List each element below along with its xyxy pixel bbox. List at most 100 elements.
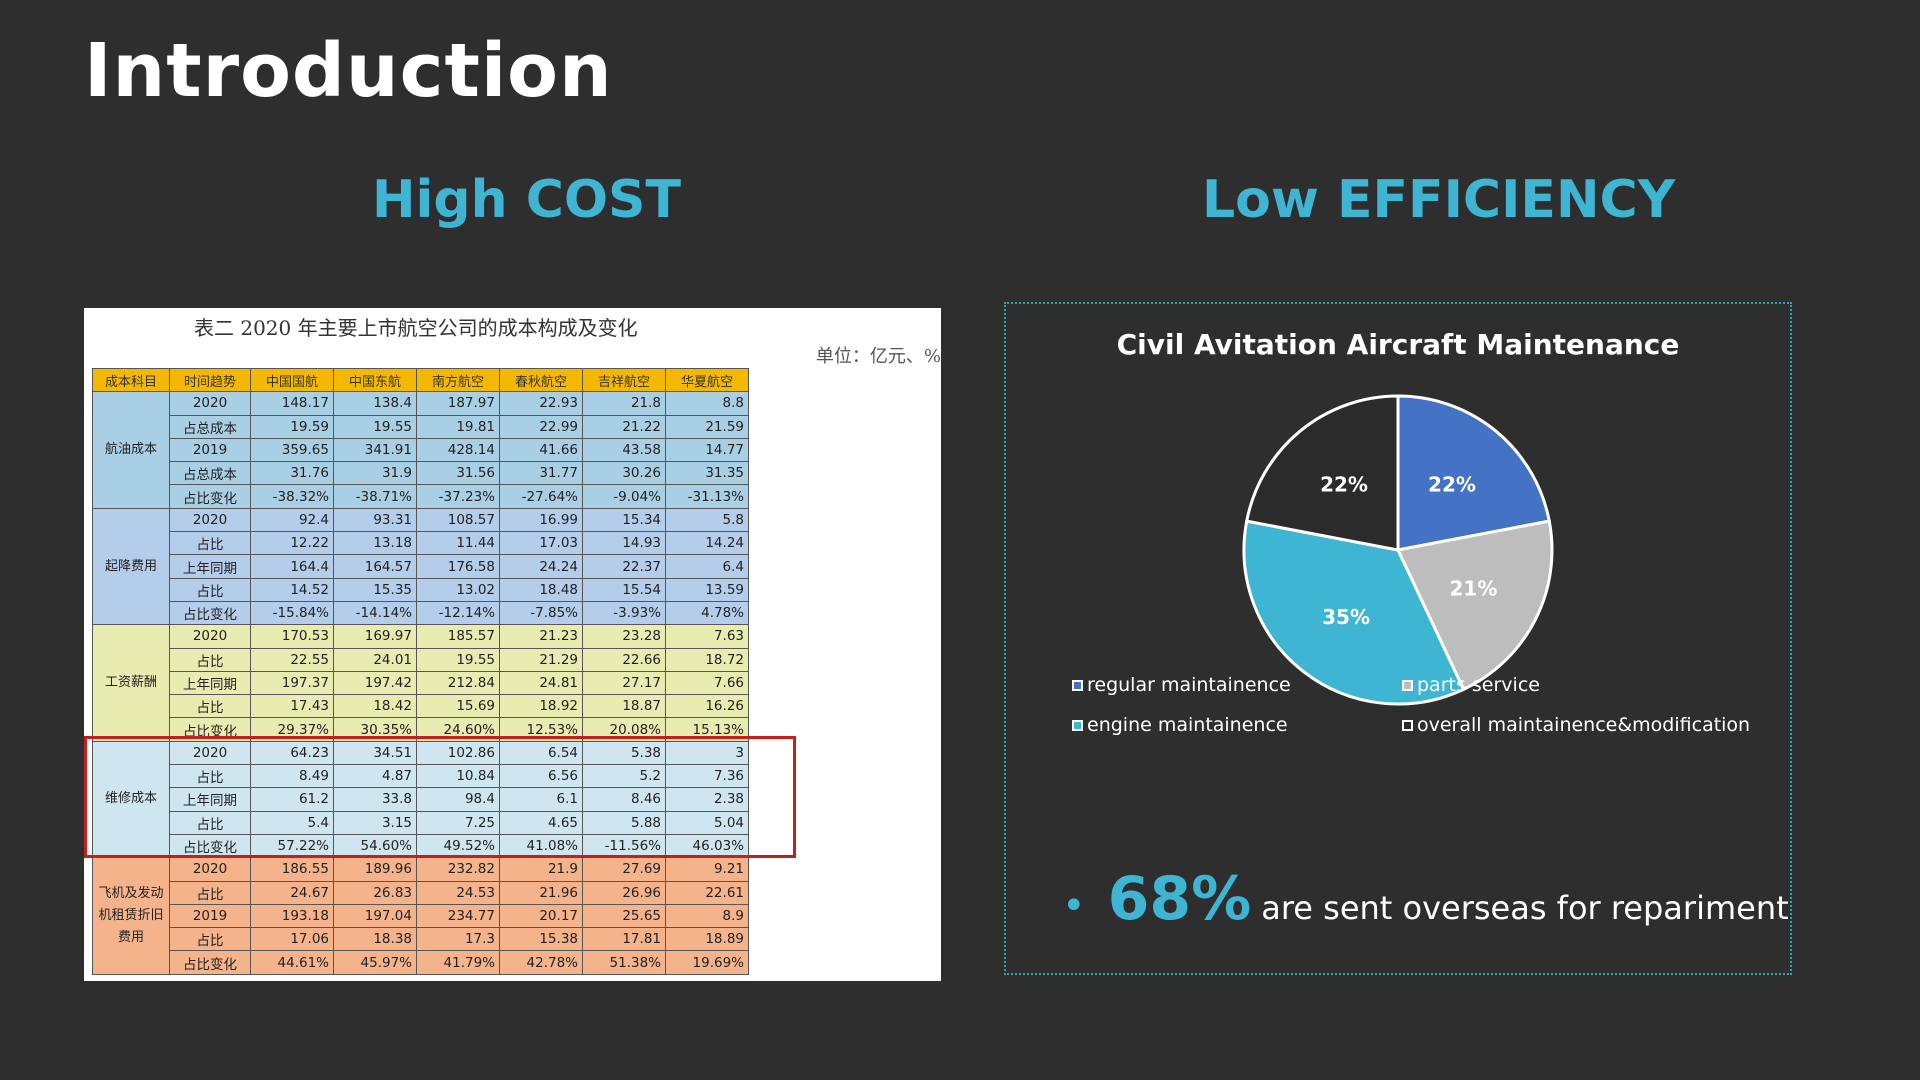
stat-text: are sent overseas for repariment — [1261, 889, 1789, 927]
value-cell: 21.59 — [665, 414, 749, 439]
time-trend-cell: 占比 — [169, 694, 251, 719]
time-trend-cell: 占总成本 — [169, 461, 251, 486]
pie-slice — [1242, 519, 1466, 706]
value-cell: 186.55 — [250, 857, 334, 882]
value-cell: 15.34 — [582, 507, 666, 533]
value-cell: 18.38 — [333, 927, 417, 952]
cost-category-cell: 飞机及发动机租赁折旧费用 — [92, 857, 170, 975]
table-row: 占比 12.22 13.18 11.44 17.03 14.93 14.24 — [93, 531, 749, 556]
pie-data-label: 35% — [1322, 605, 1370, 629]
value-cell: 18.42 — [333, 694, 417, 719]
cost-category-cell: 起降费用 — [92, 507, 170, 626]
value-cell: 197.37 — [250, 670, 334, 696]
value-cell: 26.96 — [582, 880, 666, 905]
time-trend-cell: 2020 — [169, 857, 251, 882]
value-cell: 6.4 — [665, 554, 749, 579]
value-cell: 7.36 — [665, 764, 749, 789]
value-cell: 22.55 — [250, 647, 334, 672]
value-cell: 170.53 — [250, 624, 334, 649]
pie-data-label: 22% — [1320, 473, 1368, 497]
table-row: 航油成本 2020 148.17 138.4 187.97 22.93 21.8 8.8 — [92, 391, 749, 509]
pie-slice — [1395, 519, 1554, 692]
bullet-icon: • — [1062, 883, 1086, 929]
legend-label: parts service — [1417, 674, 1540, 696]
table-row: 2019 193.18 197.04 234.77 20.17 25.65 8.9 — [93, 903, 749, 929]
value-cell: -7.85% — [499, 600, 583, 626]
value-cell: 341.91 — [333, 437, 417, 463]
value-cell: 12.22 — [250, 531, 334, 556]
table-caption: 表二 2020 年主要上市航空公司的成本构成及变化 — [194, 316, 638, 340]
table-row: 占总成本 31.76 31.9 31.56 31.77 30.26 31.35 — [93, 461, 749, 486]
table-row: 上年同期 164.4 164.57 176.58 24.24 22.37 6.4 — [93, 554, 749, 579]
time-trend-cell: 占比变化 — [169, 833, 251, 859]
table-row: 占比 14.52 15.35 13.02 18.48 15.54 13.59 — [93, 577, 749, 602]
legend-label: engine maintainence — [1087, 714, 1288, 736]
value-cell: 22.99 — [499, 414, 583, 439]
value-cell: 197.04 — [333, 903, 417, 929]
value-cell: 51.38% — [582, 950, 666, 975]
table-header-cell: 中国国航 — [250, 367, 334, 393]
table-row: 2019 359.65 341.91 428.14 41.66 43.58 14.77 — [93, 437, 749, 463]
value-cell: 54.60% — [333, 833, 417, 859]
value-cell: 57.22% — [250, 833, 334, 859]
value-cell: 6.1 — [499, 787, 583, 812]
value-cell: 42.78% — [499, 950, 583, 975]
value-cell: 18.72 — [665, 647, 749, 672]
value-cell: 25.65 — [582, 903, 666, 929]
table-row: 占比变化 44.61% 45.97% 41.79% 42.78% 51.38% 19.69% — [93, 950, 749, 975]
value-cell: 19.81 — [416, 414, 500, 439]
value-cell: 8.49 — [250, 764, 334, 789]
value-cell: 30.26 — [582, 461, 666, 486]
legend-label: regular maintainence — [1087, 674, 1291, 696]
value-cell: 148.17 — [250, 391, 334, 416]
cost-table-image: 表二 2020 年主要上市航空公司的成本构成及变化 单位：亿元、% 成本科目 时间… — [84, 308, 941, 981]
value-cell: 15.54 — [582, 577, 666, 602]
value-cell: 31.9 — [333, 461, 417, 486]
value-cell: 23.28 — [582, 624, 666, 649]
value-cell: 19.59 — [250, 414, 334, 439]
time-trend-cell: 上年同期 — [169, 554, 251, 579]
time-trend-cell: 2020 — [169, 740, 251, 766]
value-cell: 5.2 — [582, 764, 666, 789]
time-trend-cell: 占比 — [169, 647, 251, 672]
value-cell: 16.99 — [499, 507, 583, 533]
pie-slice — [1244, 394, 1400, 552]
table-row: 占比 22.55 24.01 19.55 21.29 22.66 18.72 — [93, 647, 749, 672]
value-cell: 46.03% — [665, 833, 749, 859]
value-cell: 189.96 — [333, 857, 417, 882]
maintenance-chart-panel: Civil Avitation Aircraft Maintenance 22%… — [1004, 302, 1792, 975]
value-cell: 27.69 — [582, 857, 666, 882]
value-cell: -9.04% — [582, 484, 666, 509]
stat-row: • 68% are sent overseas for repariment — [1062, 864, 1789, 934]
value-cell: 18.48 — [499, 577, 583, 602]
value-cell: 22.93 — [499, 391, 583, 416]
value-cell: 14.77 — [665, 437, 749, 463]
value-cell: 24.81 — [499, 670, 583, 696]
value-cell: 187.97 — [416, 391, 500, 416]
time-trend-cell: 占比 — [169, 764, 251, 789]
value-cell: -38.71% — [333, 484, 417, 509]
value-cell: 61.2 — [250, 787, 334, 812]
cost-category-cell: 工资薪酬 — [92, 624, 170, 742]
table-row: 占比变化 -15.84% -14.14% -12.14% -7.85% -3.93% 4.7… — [93, 600, 749, 626]
value-cell: -11.56% — [582, 833, 666, 859]
cost-category-cell: 航油成本 — [92, 391, 170, 509]
value-cell: 5.04 — [665, 810, 749, 835]
time-trend-cell: 占比 — [169, 927, 251, 952]
value-cell: 64.23 — [250, 740, 334, 766]
value-cell: 13.02 — [416, 577, 500, 602]
time-trend-cell: 2020 — [169, 624, 251, 649]
value-cell: 193.18 — [250, 903, 334, 929]
legend-item: engine maintainence — [1072, 714, 1288, 736]
value-cell: 19.55 — [416, 647, 500, 672]
value-cell: 43.58 — [582, 437, 666, 463]
table-header-cell: 华夏航空 — [665, 367, 749, 393]
table-header-cell: 成本科目 — [92, 367, 170, 393]
value-cell: 138.4 — [333, 391, 417, 416]
value-cell: 22.61 — [665, 880, 749, 905]
table-header-cell: 吉祥航空 — [582, 367, 666, 393]
value-cell: 21.8 — [582, 391, 666, 416]
legend-swatch — [1072, 679, 1083, 691]
value-cell: 234.77 — [416, 903, 500, 929]
value-cell: 24.24 — [499, 554, 583, 579]
